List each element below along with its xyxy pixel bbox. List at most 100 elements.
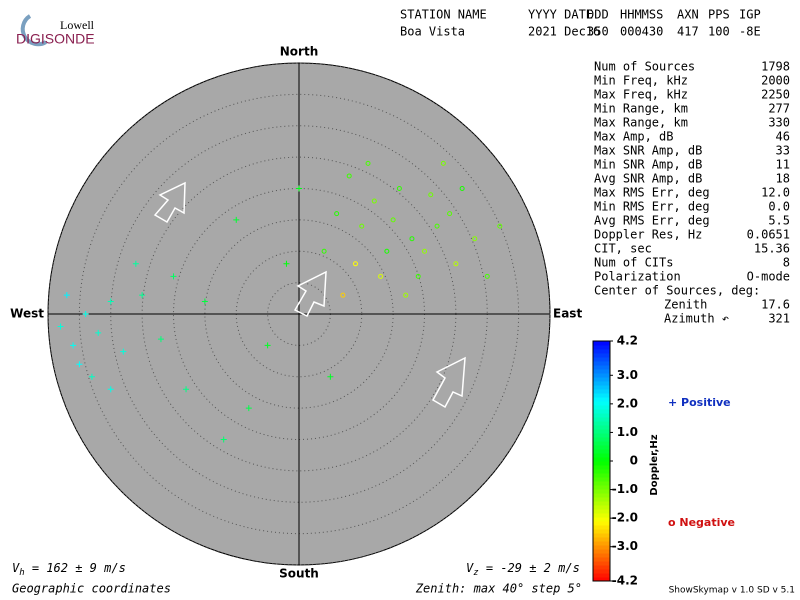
source-positive <box>76 361 83 368</box>
stats: Num of Sources 1798 Min Freq, kHz 2000 Max F… <box>594 60 790 326</box>
source-negative <box>390 217 396 223</box>
stat-value: 0.0651 <box>747 228 790 242</box>
source-positive <box>296 185 302 192</box>
stat-label: Max Amp, dB <box>594 130 673 144</box>
stat-value: 5.5 <box>768 214 790 228</box>
source-negative <box>334 211 340 217</box>
arrow <box>431 356 466 409</box>
colorbar-segment <box>593 525 610 530</box>
header-label: AXN <box>677 8 699 22</box>
colorbar-segment <box>593 465 610 470</box>
source-negative <box>365 160 371 166</box>
colorbar-tick-label: 0 <box>630 454 638 468</box>
source-negative <box>453 261 459 267</box>
colorbar-segment <box>593 541 610 546</box>
colorbar-segment <box>593 557 610 562</box>
stat-value: 1798 <box>761 60 790 74</box>
colorbar-segment <box>593 433 610 438</box>
source-negative <box>378 273 384 279</box>
colorbar-segment <box>593 473 610 478</box>
colorbar-segment <box>593 565 610 570</box>
source-positive <box>107 298 114 305</box>
source-positive <box>245 405 252 412</box>
source-positive <box>132 260 139 267</box>
center-label: Azimuth ↶ <box>664 312 729 326</box>
vz: Vz = -29 ± 2 m/s <box>466 561 580 578</box>
colorbar-segment <box>593 457 610 462</box>
colorbar-segment <box>593 393 610 398</box>
center-value: 321 <box>768 312 790 326</box>
stat-value: 8 <box>783 256 790 270</box>
legend-positive: + Positive <box>668 396 731 409</box>
source-negative <box>403 292 409 298</box>
colorbar-label: Doppler,Hz <box>649 434 660 495</box>
east-label: East <box>553 307 582 321</box>
source-negative <box>321 248 327 254</box>
logo-mark <box>20 14 48 47</box>
colorbar-segment <box>593 449 610 454</box>
source-negative <box>497 223 503 229</box>
colorbar-tick-label: 3.0 <box>617 368 638 382</box>
colorbar-tick-label: 4.2 <box>617 334 638 348</box>
source-negative <box>472 236 478 242</box>
colorbar-segment <box>593 569 610 574</box>
colorbar-segment <box>593 537 610 542</box>
source-positive <box>201 298 208 305</box>
colorbar-segment <box>593 401 610 406</box>
colorbar-segment <box>593 529 610 534</box>
stat-label: Max SNR Amp, dB <box>594 144 702 158</box>
source-positive <box>95 329 102 336</box>
source-negative <box>359 223 365 229</box>
colorbar-segment <box>593 445 610 450</box>
header-value: -8E <box>739 25 761 39</box>
colorbar-segment <box>593 357 610 362</box>
source-positive <box>264 342 271 349</box>
colorbar-segment <box>593 369 610 374</box>
stat-value: 0.0 <box>768 200 790 214</box>
source-positive <box>157 336 164 343</box>
header-label: PPS <box>708 8 730 22</box>
source-positive <box>183 386 190 393</box>
colorbar-tick-label: -3.0 <box>612 539 638 553</box>
stat-label: Min RMS Err, deg <box>594 200 710 214</box>
center-title: Center of Sources, deg: <box>594 284 760 298</box>
version: ShowSkymap v 1.0 SD v 5.1 <box>669 586 795 596</box>
colorbar-segment <box>593 397 610 402</box>
colorbar-segment <box>593 513 610 518</box>
stat-label: Max Freq, kHz <box>594 88 688 102</box>
west-label: West <box>10 307 44 321</box>
header-value: 100 <box>708 25 730 39</box>
colorbar-segment <box>593 517 610 522</box>
header-value: 2021 Dec16 <box>528 25 600 39</box>
header-label: HHMMSS <box>620 8 663 22</box>
header: STATION NAME Boa Vista YYYY DATE 2021 Dec16… <box>400 8 761 39</box>
stat-value: 46 <box>776 130 790 144</box>
colorbar-segment <box>593 485 610 490</box>
header-label: YYYY DATE <box>528 8 593 22</box>
source-positive <box>63 292 70 299</box>
colorbar-segment <box>593 561 610 566</box>
colorbar-tick-label: 1.0 <box>617 425 638 439</box>
velocity-arrows <box>153 181 466 409</box>
source-positive <box>283 260 290 267</box>
colorbar-segment <box>593 481 610 486</box>
colorbar-segment <box>593 409 610 414</box>
stat-value: 330 <box>768 116 790 130</box>
source-negative <box>409 236 415 242</box>
colorbar-segment <box>593 509 610 514</box>
center-value: 17.6 <box>761 298 790 312</box>
stat-label: Max RMS Err, deg <box>594 186 710 200</box>
colorbar-segment <box>593 349 610 354</box>
source-positive <box>120 348 127 355</box>
colorbar-segment <box>593 501 610 506</box>
header-label: IGP <box>739 8 761 22</box>
legend-negative: o Negative <box>668 516 735 529</box>
arrow <box>293 270 327 318</box>
colorbar-segment <box>593 377 610 382</box>
stat-label: Min Range, km <box>594 102 688 116</box>
source-positive <box>327 373 334 380</box>
source-negative <box>428 192 434 198</box>
header-label: DDD <box>587 8 609 22</box>
source-negative <box>440 160 446 166</box>
